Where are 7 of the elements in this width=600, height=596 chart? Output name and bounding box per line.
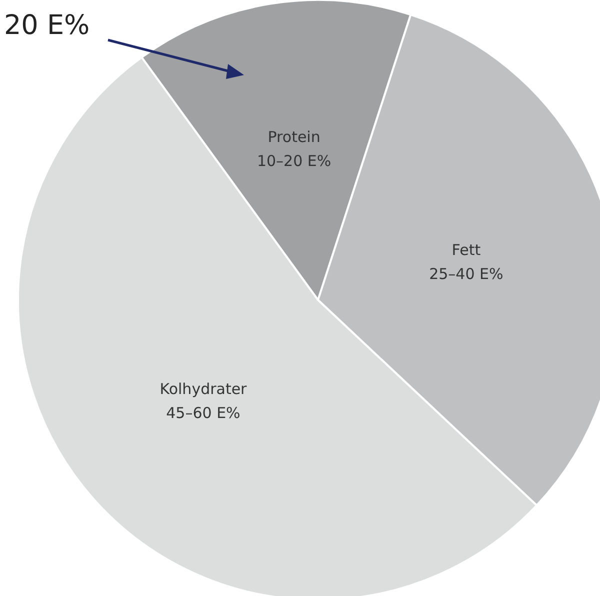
slice-label: Kolhydrater [160,380,248,398]
text: 20 E% [4,10,90,41]
text: 45–60 E% [166,404,240,422]
slice-label: Protein [268,128,320,146]
slice-label: Fett [452,240,481,259]
text: 10–20 E% [256,152,332,170]
text: 25–40 E% [429,264,504,283]
